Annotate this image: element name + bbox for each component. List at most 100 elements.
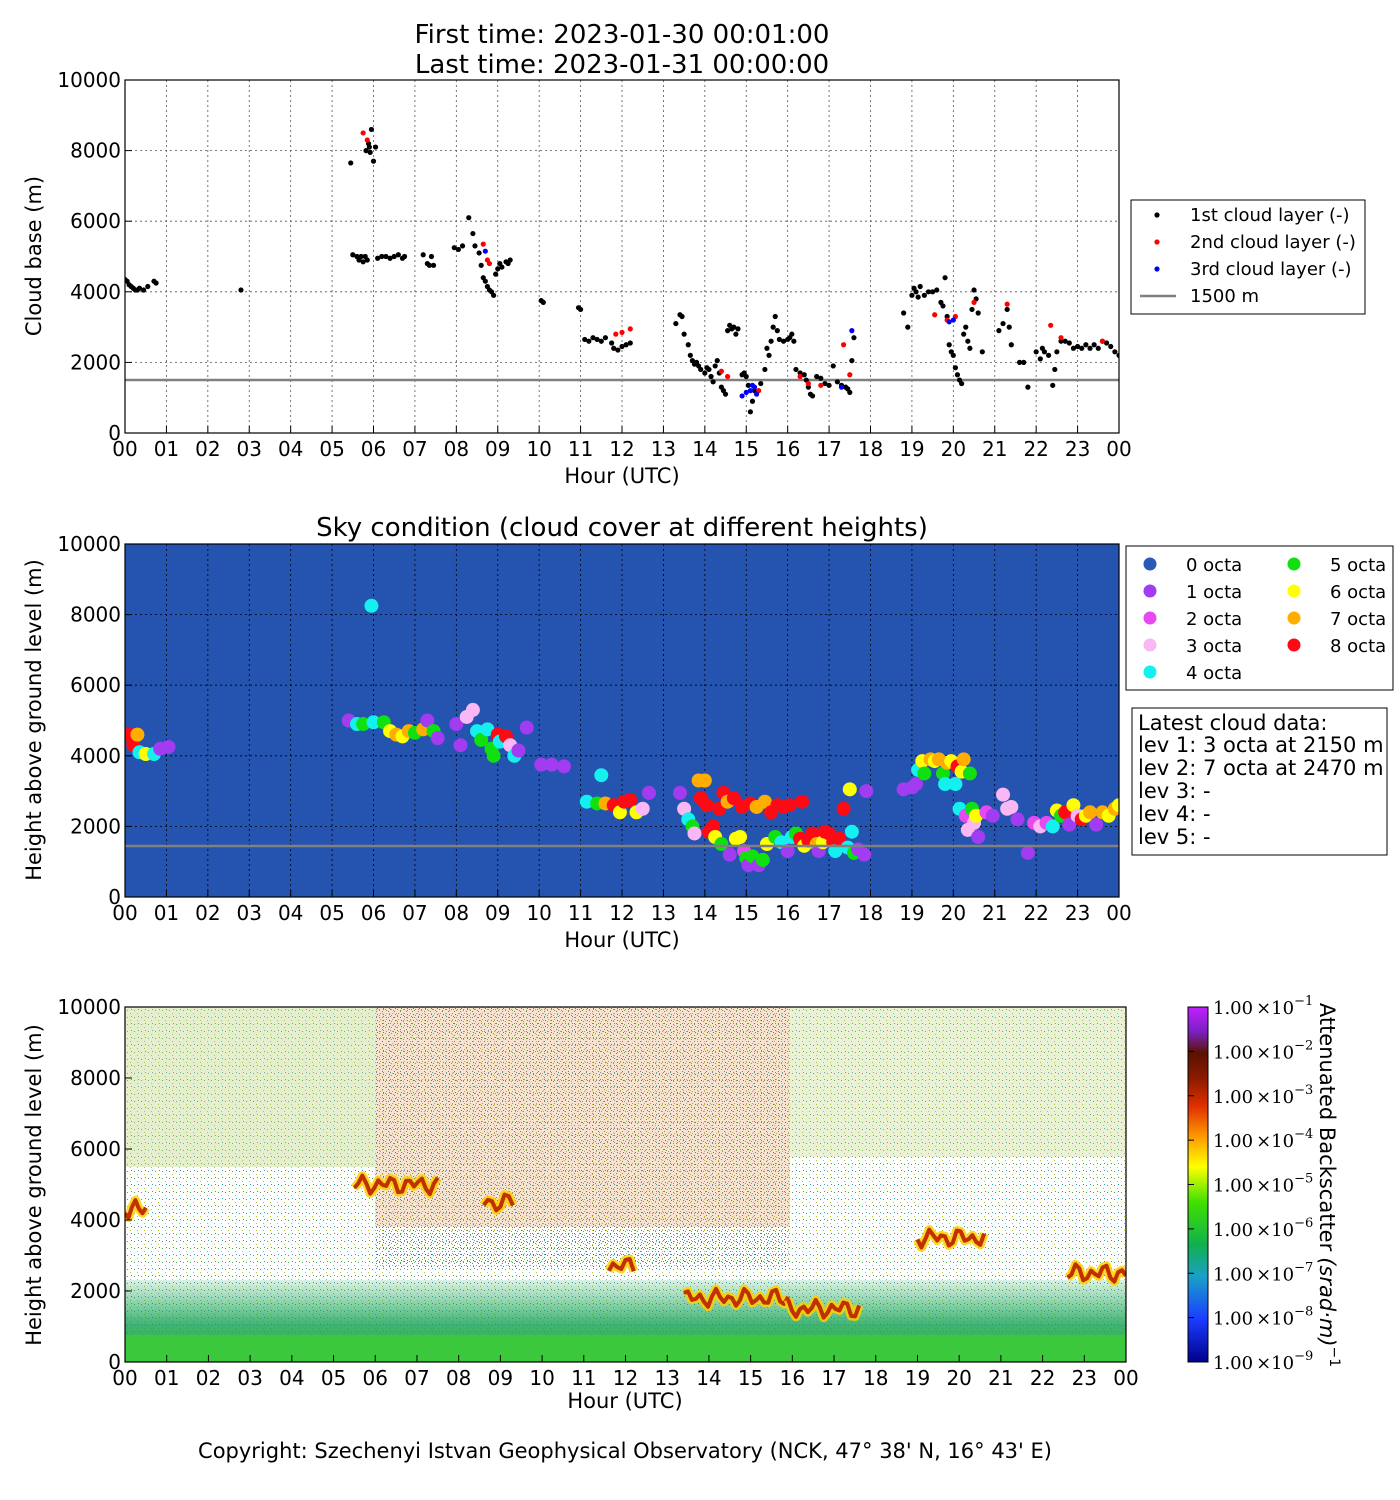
cloud-base-x-tick-label: 02	[195, 437, 220, 461]
cloud-base-x-tick-label: 08	[444, 437, 469, 461]
cloud-layer-2-point	[486, 260, 493, 267]
sky-condition-x-tick-label: 18	[858, 901, 883, 925]
cloud-layer-1-point	[925, 289, 932, 295]
cloud-layer-1-point	[930, 289, 936, 295]
colorbar-tick-mantissa: 1.00	[1213, 998, 1253, 1019]
cloud-layer-1-point	[735, 326, 741, 332]
colorbar-tick-times: ×10	[1256, 1309, 1294, 1330]
colorbar-tick-label: 1.00 ×10−6	[1213, 1216, 1313, 1241]
cloud-layer-1-point	[758, 380, 764, 387]
cloud-layer-1-point	[710, 379, 716, 385]
colorbar-tick-label: 1.00 ×10−7	[1213, 1260, 1313, 1285]
cloud-base-y-tick-label: 6000	[70, 209, 121, 233]
octa-1-point	[519, 720, 534, 735]
backscatter-x-label: Hour (UTC)	[567, 1389, 682, 1413]
cloud-layer-1-point	[770, 324, 776, 330]
legend-marker-layer2	[1154, 239, 1160, 245]
cloud-layer-2-point	[840, 342, 847, 348]
cloud-layer-3-point	[946, 319, 952, 325]
backscatter-x-tick-label: 01	[154, 1366, 179, 1390]
colorbar-tick-mantissa: 1.00	[1213, 1264, 1253, 1285]
octa-legend-box	[1125, 545, 1394, 691]
cloud-layer-1-point	[391, 253, 397, 260]
cloud-layer-1-point	[426, 262, 433, 268]
cloud-layer-1-point	[1021, 359, 1027, 365]
cloud-base-x-tick-label: 22	[1023, 437, 1048, 461]
cloud-base-legend: 1st cloud layer (-) 2nd cloud layer (-) …	[1130, 199, 1366, 315]
colorbar-tick-label: 1.00 ×10−5	[1213, 1172, 1313, 1197]
cloud-layer-1-point	[963, 324, 969, 330]
sky-condition-x-tick-label: 07	[402, 901, 427, 925]
colorbar-tick-exponent: −8	[1294, 1305, 1313, 1320]
backscatter-field	[125, 1007, 1126, 1362]
colorbar-tick-label: 1.00 ×10−1	[1213, 994, 1313, 1019]
cloud-layer-1-point	[582, 336, 588, 343]
octa-6-point	[612, 805, 627, 820]
colorbar-tick-mantissa: 1.00	[1213, 1353, 1253, 1374]
cloud-layer-1-point	[387, 255, 393, 261]
latest-cloud-level-4: lev 4: -	[1138, 802, 1211, 826]
cloud-layer-1-point	[1033, 349, 1039, 355]
cloud-layer-1-point	[979, 349, 985, 355]
backscatter-x-tick-label: 00	[1113, 1366, 1138, 1390]
octa-8-point	[699, 798, 714, 813]
backscatter-upper-green-haze-right	[790, 1007, 1126, 1157]
cloud-layer-1-point	[1041, 349, 1048, 355]
octa-4-point	[364, 598, 379, 613]
colorbar-tick-times: ×10	[1256, 998, 1294, 1019]
backscatter-x-tick-label: 06	[363, 1366, 388, 1390]
octa-1-point	[557, 759, 572, 774]
cloud-layer-1-point	[401, 253, 408, 260]
octa-8-point	[795, 794, 810, 809]
cloud-layer-1-point	[950, 352, 956, 358]
cloud-layer-3-point	[754, 391, 760, 397]
sky-condition-x-tick-label: 15	[734, 901, 759, 925]
cloud-layer-1-point	[793, 366, 799, 373]
cloud-layer-1-point	[627, 340, 633, 346]
cloud-layer-1-point	[370, 158, 377, 164]
cloud-layer-1-point	[791, 338, 797, 344]
octa-4-point	[594, 768, 609, 783]
cloud-layer-1-point	[772, 313, 778, 320]
octa-1-point	[453, 738, 468, 753]
cloud-layer-1-point	[940, 303, 946, 309]
cloud-layer-1-point	[733, 331, 739, 337]
cloud-layer-3-point	[950, 317, 956, 323]
cloud-layer-1-point	[499, 264, 505, 270]
cloud-layer-1-point	[1008, 342, 1014, 348]
cloud-layer-1-point	[780, 338, 787, 344]
sky-condition-x-tick-label: 04	[278, 901, 303, 925]
octa-1-point	[641, 785, 656, 800]
cloud-base-x-tick-label: 19	[899, 437, 924, 461]
cloud-layer-2-point	[805, 380, 811, 387]
cloud-layer-1-point	[395, 252, 401, 258]
sky-condition-x-tick-label: 03	[237, 901, 262, 925]
backscatter-x-tick-label: 00	[112, 1366, 137, 1390]
cloud-layer-1-point	[809, 393, 816, 399]
legend-marker-octa-0	[1143, 557, 1157, 571]
cloud-layer-1-point	[749, 398, 756, 404]
colorbar-tick-label: 1.00 ×10−9	[1213, 1349, 1313, 1374]
cloud-layer-1-point	[491, 292, 497, 298]
backscatter-trace-core	[683, 1286, 790, 1309]
colorbar-tick-label: 1.00 ×10−8	[1213, 1305, 1313, 1330]
cloud-base-x-tick-label: 05	[319, 437, 344, 461]
cloud-layer-2-point	[1004, 301, 1010, 307]
sky-condition-y-tick-label: 10000	[57, 532, 121, 556]
cloud-layer-3-point	[849, 328, 855, 334]
cloud-layer-1-point	[472, 243, 478, 249]
cloud-layer-1-point	[451, 245, 457, 251]
cloud-layer-1-point	[1112, 349, 1118, 355]
backscatter-x-tick-label: 17	[821, 1366, 846, 1390]
cloud-layer-1-point	[971, 287, 977, 293]
colorbar-tick-mantissa: 1.00	[1213, 1087, 1253, 1108]
cloud-layer-1-point	[1070, 345, 1077, 351]
octa-8-point	[832, 831, 847, 846]
legend-marker-octa-3	[1143, 638, 1157, 652]
octa-4-point	[480, 722, 495, 737]
cloud-layer-1-point	[428, 253, 435, 260]
cloud-layer-1-point	[1052, 366, 1058, 373]
cloud-base-x-tick-label: 10	[526, 437, 551, 461]
octa-5-point	[917, 766, 932, 781]
